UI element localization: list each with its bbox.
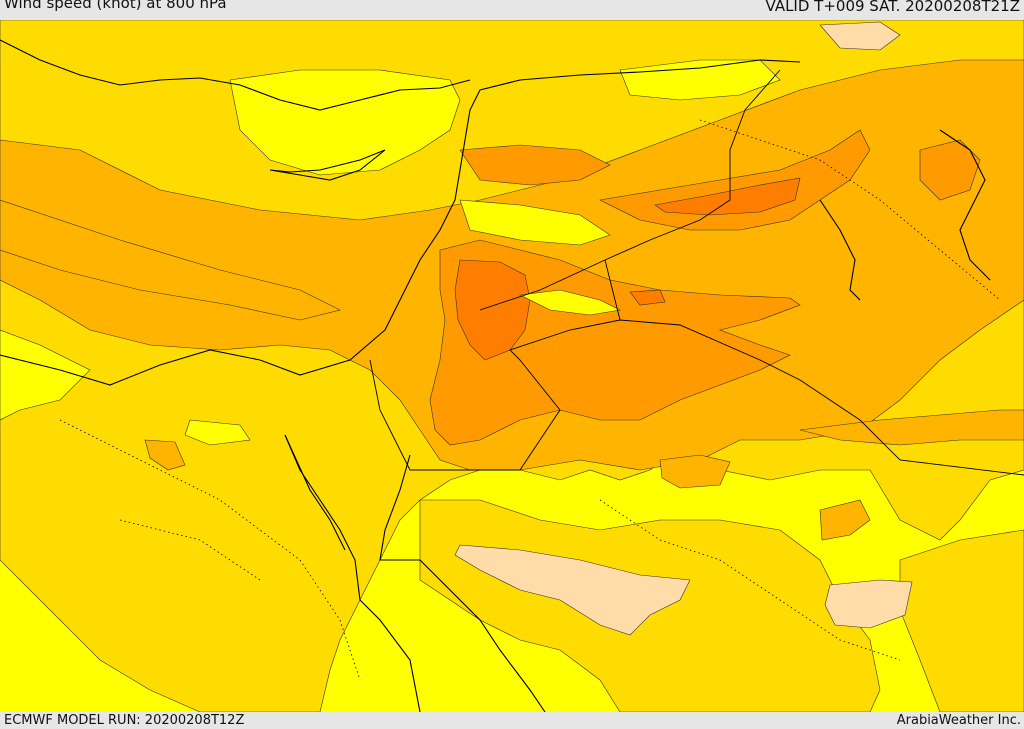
band-yellow-sinai	[184, 419, 251, 446]
band-amber-south-blob	[659, 454, 731, 489]
model-run-label: ECMWF MODEL RUN: 20200208T12Z	[4, 713, 245, 728]
band-deep-orange-north	[654, 177, 801, 216]
band-amber-southeast	[799, 409, 1024, 446]
band-yellow-jordan-streak	[518, 289, 621, 316]
valid-time: VALID T+009 SAT. 20200208T21Z	[765, 0, 1020, 15]
country-borders	[369, 69, 1024, 476]
band-amber-egypt-blob	[144, 439, 186, 471]
map-title: Wind speed (knot) at 800 hPa	[4, 0, 227, 12]
band-pale-northeast	[819, 21, 901, 51]
wind-speed-map	[0, 20, 1024, 712]
dotted-admin-lines	[59, 119, 1001, 681]
band-yellow-north-strip	[229, 69, 461, 176]
band-gold-southeast	[899, 529, 1024, 712]
band-pale-south	[454, 544, 691, 636]
band-orange-levant	[459, 144, 611, 186]
band-amber-west-streak	[0, 199, 341, 321]
band-orange-east-edge	[919, 139, 981, 201]
map-footer: ECMWF MODEL RUN: 20200208T12Z ArabiaWeat…	[0, 712, 1024, 729]
band-deep-orange-central	[629, 289, 666, 306]
band-pale-east	[824, 579, 913, 629]
band-yellow-levant-strip	[459, 199, 611, 246]
band-yellow-west-edge	[0, 329, 91, 421]
map-header: Wind speed (knot) at 800 hPa VALID T+009…	[0, 0, 1024, 20]
band-amber-east-blob	[819, 499, 871, 541]
coastlines	[0, 39, 991, 712]
credit-label: ArabiaWeather Inc.	[896, 713, 1021, 728]
band-yellow-northeast-strip	[619, 59, 781, 101]
